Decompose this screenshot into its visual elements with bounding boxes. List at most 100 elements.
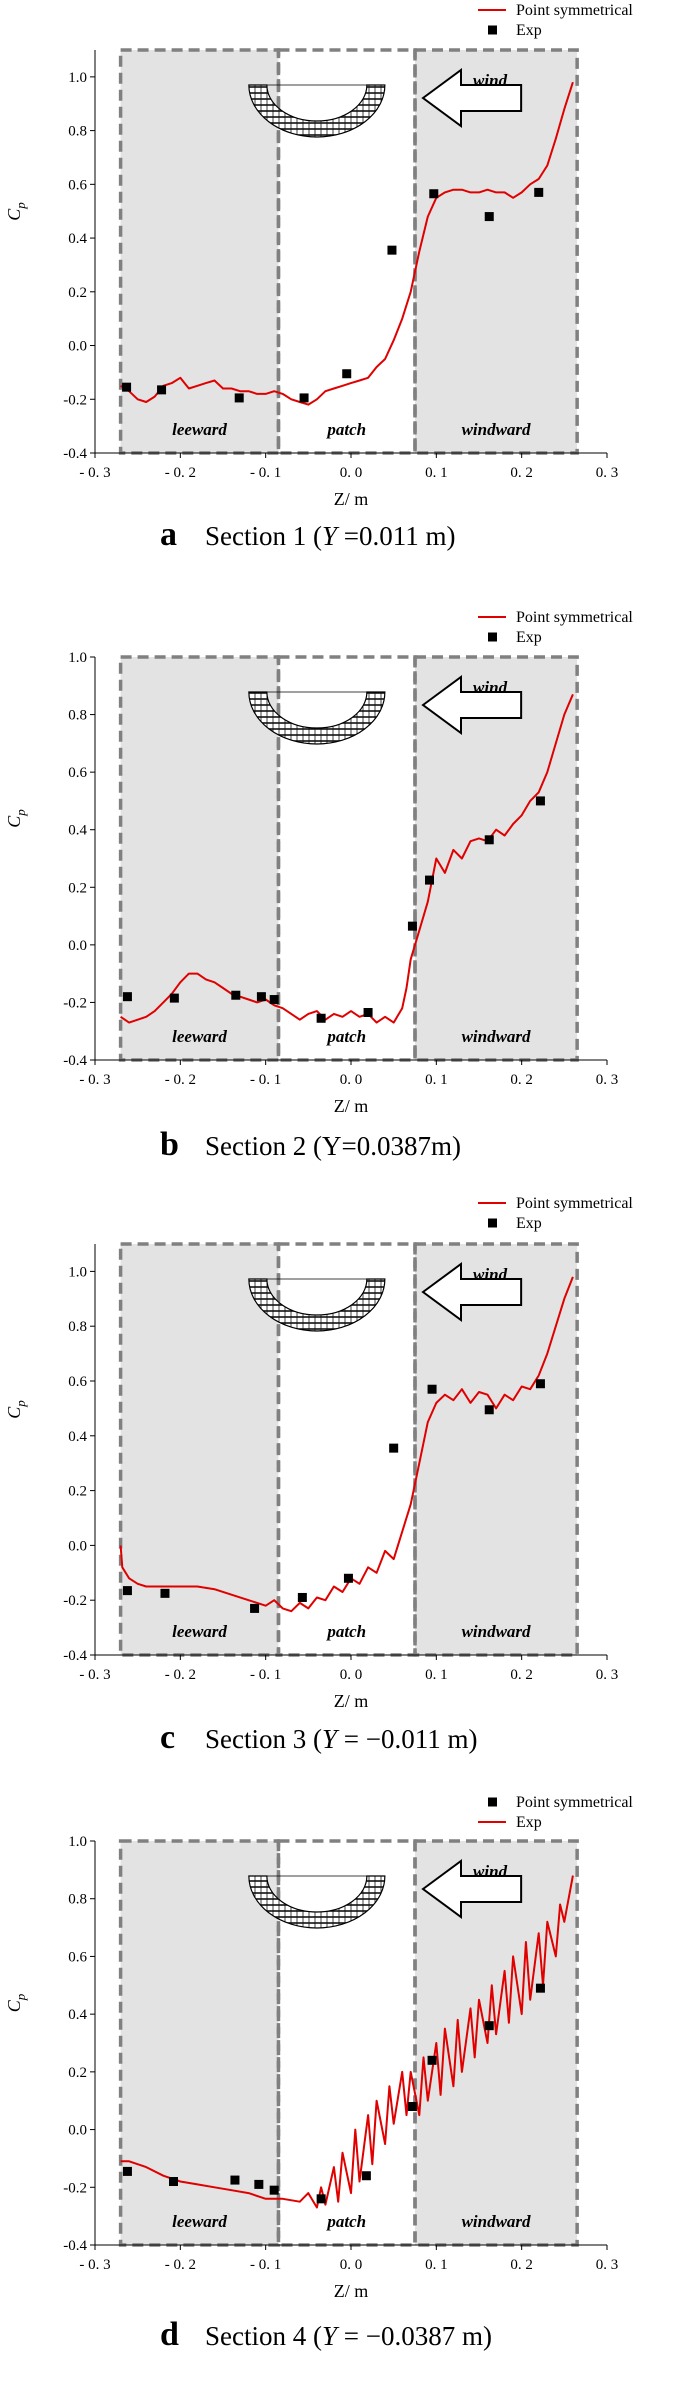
x-tick-label: - 0. 1 [250,1667,281,1683]
data-point [484,1405,494,1415]
region-label-leeward: leeward [172,420,227,439]
x-tick-label: 0. 2 [510,465,533,481]
caption: b Section 2 (Y=0.0387m) [160,1126,461,1163]
legend: Point symmetrical Exp [478,1794,633,1831]
x-axis-title: Z/ m [334,1096,369,1116]
x-tick-label: 0. 2 [510,1072,533,1088]
legend-entry: Point symmetrical [516,1195,633,1212]
wind-label: wind [473,1265,508,1284]
caption: d Section 4 (Y = −0.0387 m) [160,2316,492,2353]
data-point [484,212,494,222]
series-line [119,1276,574,1613]
data-point [342,369,352,379]
y-tick-label: 0.6 [68,1949,87,1965]
x-tick-label: - 0. 3 [79,1667,110,1683]
y-tick-label: 0.0 [68,1538,87,1554]
y-tick-label: 1.0 [68,1834,87,1850]
data-point [316,2194,326,2204]
x-tick-label: - 0. 2 [165,1667,196,1683]
region-label-leeward: leeward [172,2212,227,2231]
data-point [160,1588,170,1598]
y-tick-label: 0.0 [68,938,87,954]
x-axis-title: Z/ m [334,1691,369,1711]
data-point [254,2179,264,2189]
y-tick-label: 1.0 [68,70,87,86]
y-tick-label: 0.2 [68,1484,87,1500]
chart-panel-b: leeward patch windward -0.4 -0.2 0.0 0.2 0.4 0.6… [4,609,633,1163]
y-tick-label: 0.6 [68,1374,87,1390]
legend: Point symmetrical Exp [478,609,633,646]
data-point [269,995,279,1005]
caption-letter: c [160,1719,175,1756]
data-point [299,393,309,403]
y-tick-label: -0.4 [63,446,87,462]
data-point [343,1573,353,1583]
region-label-windward: windward [462,1622,531,1641]
region-box-patch [276,48,417,455]
data-point [297,1592,307,1602]
chart-panel-a: leeward patch windward -0.4 -0.2 0.0 0.2 0.4 0.6… [4,2,633,553]
x-tick-label: - 0. 2 [165,2257,196,2273]
data-point [157,385,167,395]
data-point [122,2166,132,2176]
y-tick-label: 1.0 [68,650,87,666]
legend-entry: Point symmetrical [516,1794,633,1811]
region-label-windward: windward [462,1027,531,1046]
wind-label: wind [473,1862,508,1881]
x-tick-label: - 0. 2 [165,465,196,481]
region-box-patch [276,1839,417,2247]
y-tick-label: 0.2 [68,2065,87,2081]
region-shade-windward [415,1244,578,1655]
y-tick-label: -0.4 [63,1648,87,1664]
x-tick-label: 0. 1 [425,1072,448,1088]
legend-entry: Point symmetrical [516,609,633,626]
y-tick-label: -0.4 [63,1053,87,1069]
y-axis-title: Cp [4,809,28,828]
legend-entry: Exp [516,629,542,646]
wind-arrow-icon [421,68,523,128]
y-tick-label: 0.6 [68,765,87,781]
region-box-leeward [118,1839,281,2247]
region-label-patch: patch [325,1027,366,1046]
data-point [425,875,435,885]
caption-text: Section 3 (Y = −0.011 m) [205,1724,477,1754]
y-tick-label: 0.8 [68,708,87,724]
x-tick-label: 0. 1 [425,1667,448,1683]
data-point [429,189,439,199]
x-tick-label: 0. 1 [425,2257,448,2273]
y-tick-label: 0.4 [68,231,87,247]
y-tick-label: 0.2 [68,285,87,301]
region-label-leeward: leeward [172,1622,227,1641]
region-shade-leeward [120,1244,279,1655]
legend: Point symmetrical Exp [478,2,633,39]
wind-arrow-icon [421,675,523,735]
x-tick-label: 0. 3 [596,2257,619,2273]
tire-illustration [248,1278,386,1332]
data-point [427,2055,437,2065]
y-tick-label: 0.8 [68,1892,87,1908]
wind-arrow-icon [421,1859,523,1919]
region-shade-leeward [120,1841,279,2245]
x-tick-label: 0. 3 [596,1667,619,1683]
y-tick-label: 1.0 [68,1264,87,1280]
data-point [122,992,132,1002]
data-point [427,1384,437,1394]
caption-text: Section 4 (Y = −0.0387 m) [205,2321,492,2351]
data-point [250,1603,260,1613]
y-axis-title: Cp [4,1400,28,1419]
chart-panel-d: leeward patch windward -0.4 -0.2 0.0 0.2 0.4 0.6… [4,1794,633,2353]
data-point [407,921,417,931]
caption-letter: a [160,516,177,553]
data-point [484,2021,494,2031]
legend-entry: Exp [516,1814,542,1831]
legend-entry: Exp [516,22,542,39]
x-tick-label: 0. 0 [340,1072,363,1088]
data-point [484,835,494,845]
data-point [256,992,266,1002]
x-tick-label: - 0. 1 [250,465,281,481]
data-point [122,382,132,392]
x-tick-label: 0. 3 [596,465,619,481]
region-label-patch: patch [325,420,366,439]
legend-marker-swatch [488,632,497,642]
legend-marker-swatch [488,1218,497,1228]
